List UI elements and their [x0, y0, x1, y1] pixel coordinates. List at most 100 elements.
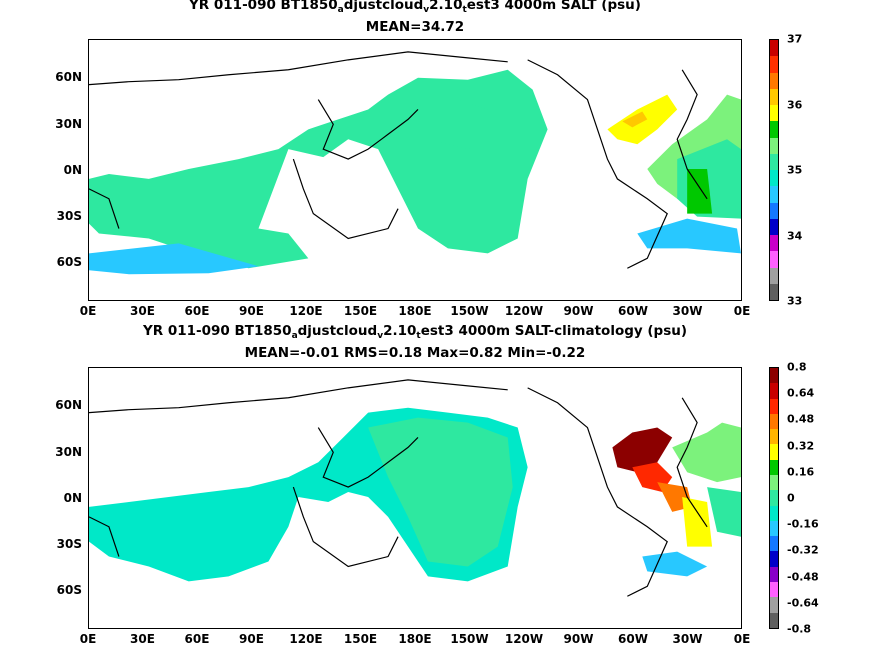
lat-label: 60N — [55, 398, 82, 412]
lon-label: 150W — [450, 632, 489, 646]
lon-label: 90E — [239, 632, 264, 646]
top-salinity-map — [88, 39, 742, 301]
colorbar-segment — [770, 612, 778, 628]
colorbar-segment — [770, 40, 778, 57]
lon-label: 150W — [450, 304, 489, 318]
colorbar-segment — [770, 520, 778, 537]
atlantic-green2-patch — [687, 169, 713, 214]
colorbar-segment — [770, 137, 778, 154]
lon-label: 0E — [79, 632, 97, 646]
colorbar-segment — [770, 597, 778, 613]
colorbar-segment — [770, 551, 778, 567]
bottom-map-title: YR 011-090 BT1850adjustcloudv2.10test3 4… — [142, 323, 688, 341]
colorbar-segment — [770, 536, 778, 552]
colorbar-label: -0.8 — [787, 622, 812, 636]
lon-label: 150E — [343, 304, 378, 318]
southern-blue-patch — [642, 551, 708, 577]
lat-label: 0N — [63, 163, 82, 177]
colorbar-label: 0.8 — [787, 360, 807, 374]
atlantic-orange-patch — [622, 111, 648, 128]
lon-label: 60W — [618, 304, 648, 318]
southern-ocean-patch — [89, 243, 259, 275]
colorbar-label: -0.32 — [787, 543, 819, 557]
top-map-field — [89, 51, 741, 275]
lon-label: 180E — [398, 304, 432, 318]
colorbar-segment — [770, 413, 778, 430]
lon-label: 90W — [563, 632, 594, 646]
colorbar-segment — [770, 383, 778, 399]
lat-label: 30N — [55, 445, 82, 459]
lat-label: 30S — [56, 537, 82, 551]
bottom-map-field — [89, 379, 741, 597]
colorbar-segment — [770, 566, 778, 582]
top-colorbar — [769, 39, 779, 301]
lon-label: 120W — [504, 304, 544, 318]
lon-label: 120E — [289, 304, 323, 318]
north-pacific-patch — [417, 99, 493, 150]
atlantic-red-patch — [612, 427, 673, 473]
colorbar-label: 0.64 — [787, 386, 815, 400]
colorbar-label: -0.16 — [787, 517, 819, 531]
colorbar-segment — [770, 218, 778, 235]
colorbar-segment — [770, 88, 778, 105]
lon-label: 120W — [504, 632, 544, 646]
lon-label: 60E — [184, 304, 210, 318]
lon-label: 90W — [563, 304, 594, 318]
colorbar-segment — [770, 235, 778, 252]
colorbar-segment — [770, 368, 778, 384]
colorbar-label: 0.16 — [787, 465, 815, 479]
lon-label: 30E — [130, 304, 155, 318]
colorbar-segment — [770, 398, 778, 414]
colorbar-label: 33 — [787, 294, 803, 308]
lon-label: 30E — [130, 632, 155, 646]
colorbar-label: 0.32 — [787, 439, 815, 453]
lon-label: 90E — [239, 304, 264, 318]
lon-label: 0E — [79, 304, 97, 318]
lon-label: 150E — [343, 632, 378, 646]
colorbar-segment — [770, 474, 778, 491]
colorbar-label: 0.48 — [787, 412, 815, 426]
coastlines — [89, 51, 708, 269]
atlantic-green3-patch — [672, 422, 741, 483]
colorbar-segment — [770, 490, 778, 506]
lon-label: 180E — [398, 632, 432, 646]
colorbar-segment — [770, 267, 778, 284]
south-atlantic-blue-patch — [637, 218, 741, 254]
atlantic-yellow2-patch — [682, 497, 713, 547]
colorbar-label: 36 — [787, 98, 803, 111]
colorbar-label: 34 — [787, 229, 803, 242]
lon-label: 30W — [672, 304, 703, 318]
top-map-subtitle: MEAN=34.72 — [365, 19, 465, 35]
colorbar-segment — [770, 251, 778, 268]
coastlines — [89, 379, 708, 597]
lon-label: 0E — [733, 632, 751, 646]
lon-label: 0E — [733, 304, 751, 318]
lon-label: 60E — [184, 632, 210, 646]
colorbar-segment — [770, 429, 778, 445]
lon-label: 30W — [672, 632, 703, 646]
colorbar-label: -0.64 — [787, 596, 819, 610]
colorbar-label: 0 — [787, 491, 795, 505]
colorbar-segment — [770, 444, 778, 460]
colorbar-segment — [770, 581, 778, 598]
colorbar-segment — [770, 202, 778, 219]
top-map-title: YR 011-090 BT1850adjustcloudv2.10test3 4… — [189, 0, 641, 15]
colorbar-segment — [770, 283, 778, 300]
colorbar-segment — [770, 121, 778, 138]
pacific-green-patch — [368, 417, 513, 567]
colorbar-segment — [770, 153, 778, 170]
colorbar-segment — [770, 72, 778, 89]
lat-label: 60S — [56, 255, 82, 269]
lat-label: 60S — [56, 583, 82, 597]
colorbar-segment — [770, 459, 778, 475]
bottom-map-subtitle: MEAN=-0.01 RMS=0.18 Max=0.82 Min=-0.22 — [244, 345, 586, 361]
colorbar-label: -0.48 — [787, 570, 819, 584]
lat-label: 0N — [63, 491, 82, 505]
lat-label: 30N — [55, 117, 82, 131]
colorbar-label: 37 — [787, 32, 803, 46]
colorbar-segment — [770, 170, 778, 187]
lat-label: 60N — [55, 70, 82, 84]
colorbar-segment — [770, 505, 778, 521]
lon-label: 60W — [618, 632, 648, 646]
colorbar-segment — [770, 56, 778, 73]
